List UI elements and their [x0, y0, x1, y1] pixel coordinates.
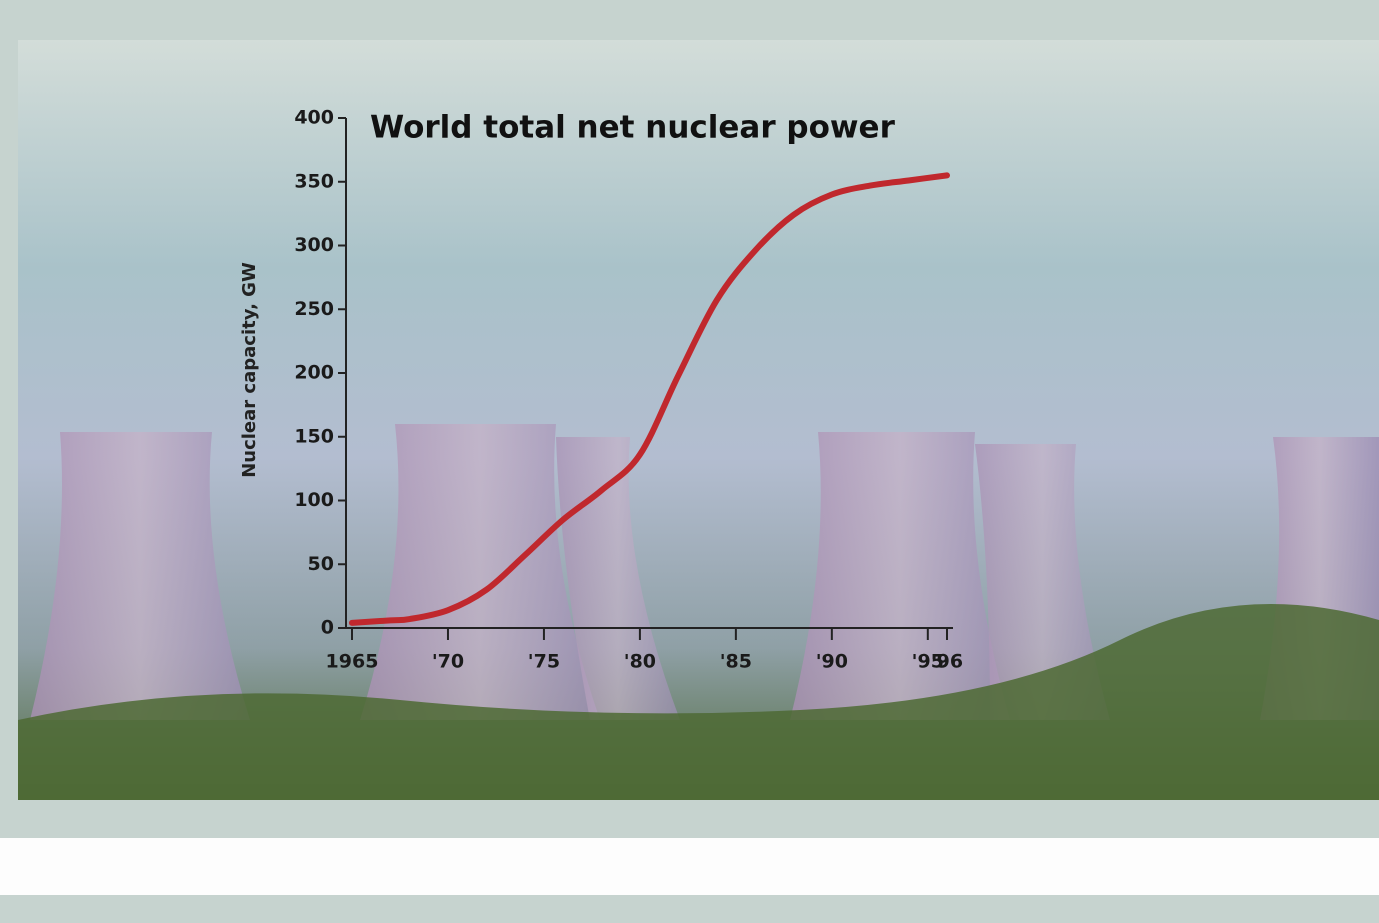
- y-tick-label: 0: [321, 617, 334, 639]
- x-tick-label: '96: [931, 651, 963, 673]
- y-axis-label: Nuclear capacity, GW: [239, 262, 260, 478]
- y-tick-label: 100: [294, 489, 334, 511]
- x-tick-label: '75: [528, 651, 560, 673]
- x-tick-label: '85: [720, 651, 752, 673]
- y-tick-label: 150: [294, 425, 334, 447]
- y-tick-label: 300: [294, 234, 334, 256]
- y-tick-label: 250: [294, 298, 334, 320]
- page: {"chart_data": { "type": "line", "title"…: [0, 0, 1379, 923]
- y-tick-label: 50: [308, 553, 334, 575]
- y-tick-label: 400: [294, 107, 334, 129]
- x-tick-label: '70: [432, 651, 464, 673]
- y-tick-label: 350: [294, 170, 334, 192]
- x-tick-label: '90: [816, 651, 848, 673]
- x-tick-label: 1965: [326, 651, 379, 673]
- y-tick-label: 200: [294, 362, 334, 384]
- x-tick-label: '80: [624, 651, 656, 673]
- chart-title: World total net nuclear power: [370, 110, 896, 146]
- chart: World total net nuclear power Nuclear ca…: [0, 0, 1379, 923]
